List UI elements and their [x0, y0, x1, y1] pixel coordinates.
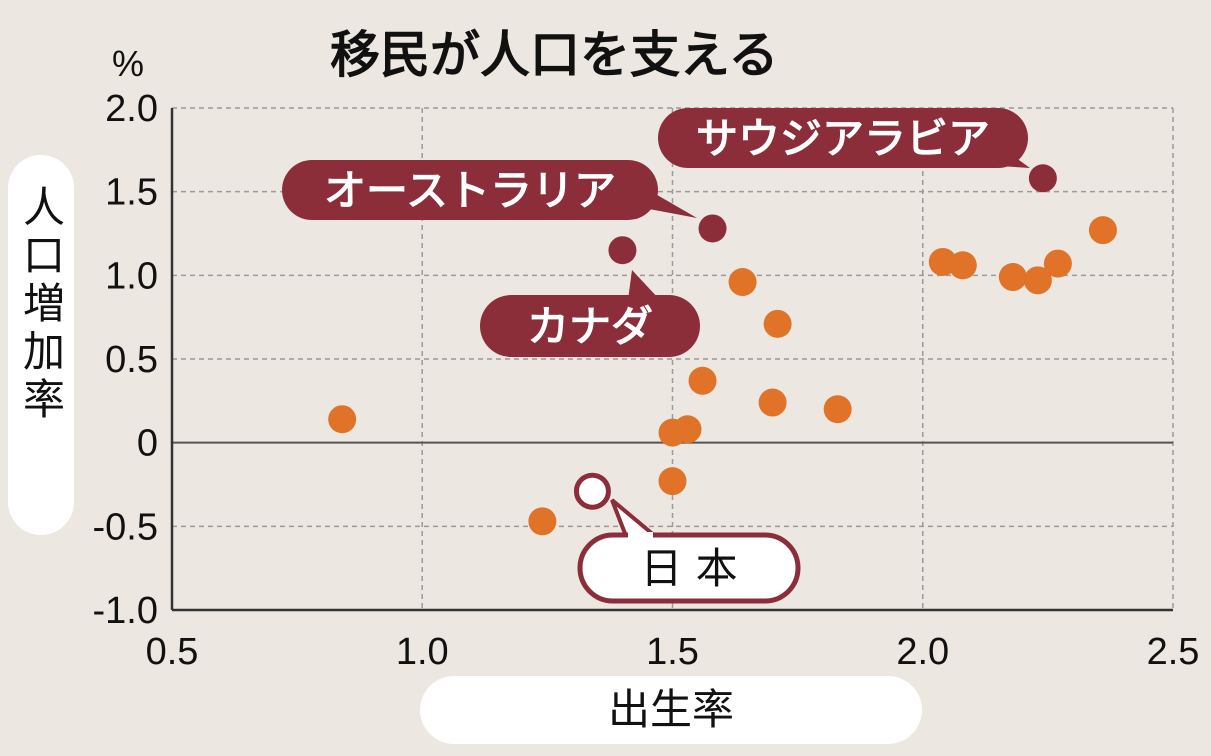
x-axis-label: 出生率 — [608, 685, 734, 734]
data-point — [823, 395, 852, 424]
callout: カナダ — [480, 270, 700, 357]
callout-label: カナダ — [527, 302, 653, 351]
x-tick-label: 1.5 — [646, 631, 699, 673]
y-tick-label: -0.5 — [93, 506, 158, 548]
callout-pointer — [610, 498, 657, 538]
callout-pointer — [628, 270, 660, 300]
callout: オーストラリア — [282, 160, 697, 220]
highlight-point — [698, 214, 727, 243]
callout-box — [658, 108, 1028, 168]
highlight-point — [608, 236, 637, 265]
y-tick-label: 0.5 — [105, 339, 158, 381]
x-tick-label: 0.5 — [146, 631, 199, 673]
data-point — [763, 309, 792, 338]
data-point — [728, 268, 757, 297]
data-point — [1088, 216, 1117, 245]
data-point — [1023, 266, 1052, 295]
y-tick-label: 0 — [137, 423, 158, 465]
callout-label: サウジアラビア — [696, 114, 990, 163]
callout-label: 日 本 — [640, 544, 737, 593]
data-point — [1043, 249, 1072, 278]
callout-joint — [628, 532, 653, 540]
x-tick-label: 1.0 — [396, 631, 449, 673]
x-tick-label: 2.5 — [1147, 631, 1200, 673]
callout: サウジアラビア — [658, 108, 1030, 168]
y-unit: % — [112, 43, 144, 84]
data-point — [673, 415, 702, 444]
highlight-point — [573, 472, 611, 510]
data-point — [948, 251, 977, 280]
y-axis-label-pill — [8, 155, 74, 535]
highlight-point — [1028, 164, 1057, 193]
callout: 日 本 — [577, 498, 801, 604]
y-tick-label: 1.0 — [105, 255, 158, 297]
data-point — [998, 263, 1027, 292]
x-tick-label: 2.0 — [896, 631, 949, 673]
callout-label: オーストラリア — [324, 166, 616, 215]
y-axis-label: 人口増加率 — [17, 185, 66, 425]
callout-box — [577, 532, 801, 604]
y-tick-label: 2.0 — [105, 88, 158, 130]
data-point — [658, 467, 687, 496]
data-point — [688, 366, 717, 395]
data-point — [758, 388, 787, 417]
x-axis-label-pill — [420, 676, 922, 744]
callout-box — [480, 295, 700, 357]
y-tick-label: -1.0 — [93, 590, 158, 632]
data-point — [328, 405, 357, 434]
callout-box — [282, 160, 658, 220]
chart-title: 移民が人口を支える — [330, 26, 779, 84]
data-point — [528, 507, 557, 536]
plot-area: 2.01.51.00.50-0.5-1.00.5 1.0 1.5 2.0 2.5 — [93, 88, 1200, 673]
y-tick-label: 1.5 — [105, 172, 158, 214]
